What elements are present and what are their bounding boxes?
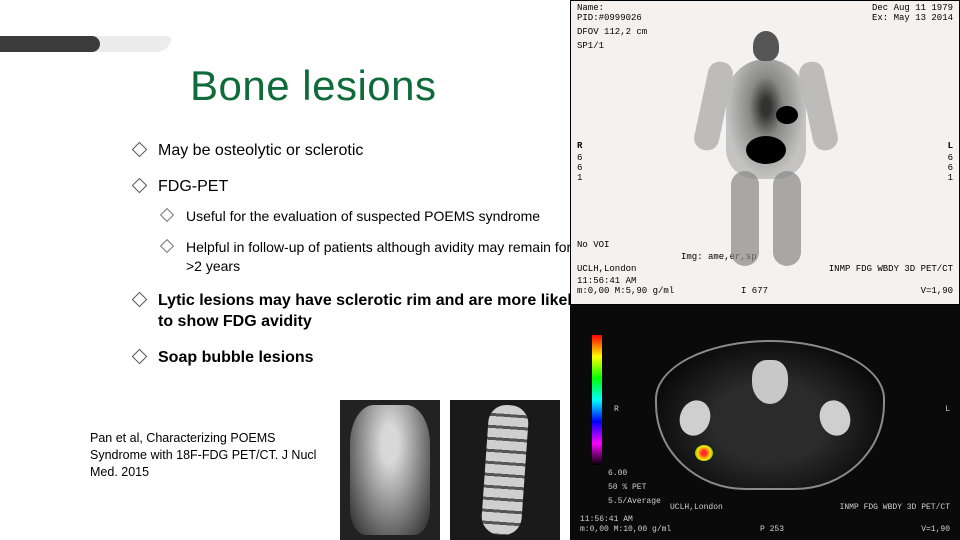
pet-name-label: Name:: [577, 3, 604, 13]
ct-L: L: [945, 405, 950, 414]
bullet-4: Soap bubble lesions: [130, 347, 585, 369]
pet-head: [753, 31, 779, 61]
ct-colorbar: [592, 335, 602, 465]
bullet-2-text: FDG-PET: [158, 178, 228, 195]
knee-bone: [350, 405, 430, 535]
pet-I: I 677: [741, 286, 768, 296]
bullet-list: May be osteolytic or sclerotic FDG-PET U…: [130, 140, 585, 369]
bullet-2-2: Helpful in follow-up of patients althoug…: [158, 238, 585, 276]
corner-accent: [0, 36, 170, 52]
pet-protocol: INMP FDG WBDY 3D PET/CT: [829, 264, 953, 274]
pet-dfov: DFOV 112,2 cm: [577, 27, 647, 37]
bullet-2-1: Useful for the evaluation of suspected P…: [158, 207, 585, 226]
slide: Bone lesions May be osteolytic or sclero…: [0, 0, 960, 540]
bullet-2: FDG-PET Useful for the evaluation of sus…: [130, 176, 585, 276]
spine-column: [481, 404, 530, 536]
ct-site: UCLH,London: [670, 503, 723, 512]
ct-R: R: [614, 405, 619, 414]
ct-avg: 5.5/Average: [608, 497, 661, 506]
pet-time: 11:56:41 AM: [577, 276, 636, 286]
pet-hotspot-1: [776, 106, 798, 124]
pet-R: R: [577, 141, 582, 151]
ct-V: V=1,90: [921, 525, 950, 534]
pet-hotspot-2: [746, 136, 786, 164]
slide-title: Bone lesions: [190, 62, 437, 110]
knee-xray-image: [340, 400, 440, 540]
pet-date: Dec Aug 11 1979: [872, 3, 953, 13]
ct-valtop: 6.00: [608, 469, 627, 478]
bullet-2-sub: Useful for the evaluation of suspected P…: [158, 207, 585, 276]
bullet-1: May be osteolytic or sclerotic: [130, 140, 585, 162]
pet-site: UCLH,London: [577, 264, 636, 274]
pet-rnums: 6 6 1: [577, 153, 582, 183]
ct-P: P 253: [760, 525, 784, 534]
ct-protocol: INMP FDG WBDY 3D PET/CT: [840, 503, 950, 512]
ct-pct: 50 % PET: [608, 483, 646, 492]
pet-sp: SP1/1: [577, 41, 604, 51]
pet-novoi: No VOI: [577, 240, 609, 250]
pet-L: L: [948, 141, 953, 151]
pet-leg-right: [773, 171, 801, 266]
pet-V: V=1,90: [921, 286, 953, 296]
ct-params: m:0,00 M:10,00 g/ml: [580, 525, 671, 534]
ct-sacrum: [752, 360, 788, 404]
citation: Pan et al, Characterizing POEMS Syndrome…: [90, 430, 330, 481]
pet-exdate: Ex: May 13 2014: [872, 13, 953, 23]
bullet-3: Lytic lesions may have sclerotic rim and…: [130, 290, 585, 333]
pet-wholebody-image: Name: PID:#0999026 Dec Aug 11 1979 Ex: M…: [570, 0, 960, 305]
body-text: May be osteolytic or sclerotic FDG-PET U…: [130, 140, 585, 383]
ct-fdg-hotspot: [695, 445, 713, 461]
spine-ct-image: [450, 400, 560, 540]
petct-axial-image: R L 6.00 50 % PET 5.5/Average UCLH,Londo…: [570, 305, 960, 540]
pet-body-silhouette: [691, 31, 841, 271]
pet-pid: PID:#0999026: [577, 13, 642, 23]
pet-leg-left: [731, 171, 759, 266]
pet-lnums: 6 6 1: [948, 153, 953, 183]
accent-dark: [0, 36, 100, 52]
pet-params: m:0,00 M:5,90 g/ml: [577, 286, 674, 296]
ct-time: 11:56:41 AM: [580, 515, 633, 524]
